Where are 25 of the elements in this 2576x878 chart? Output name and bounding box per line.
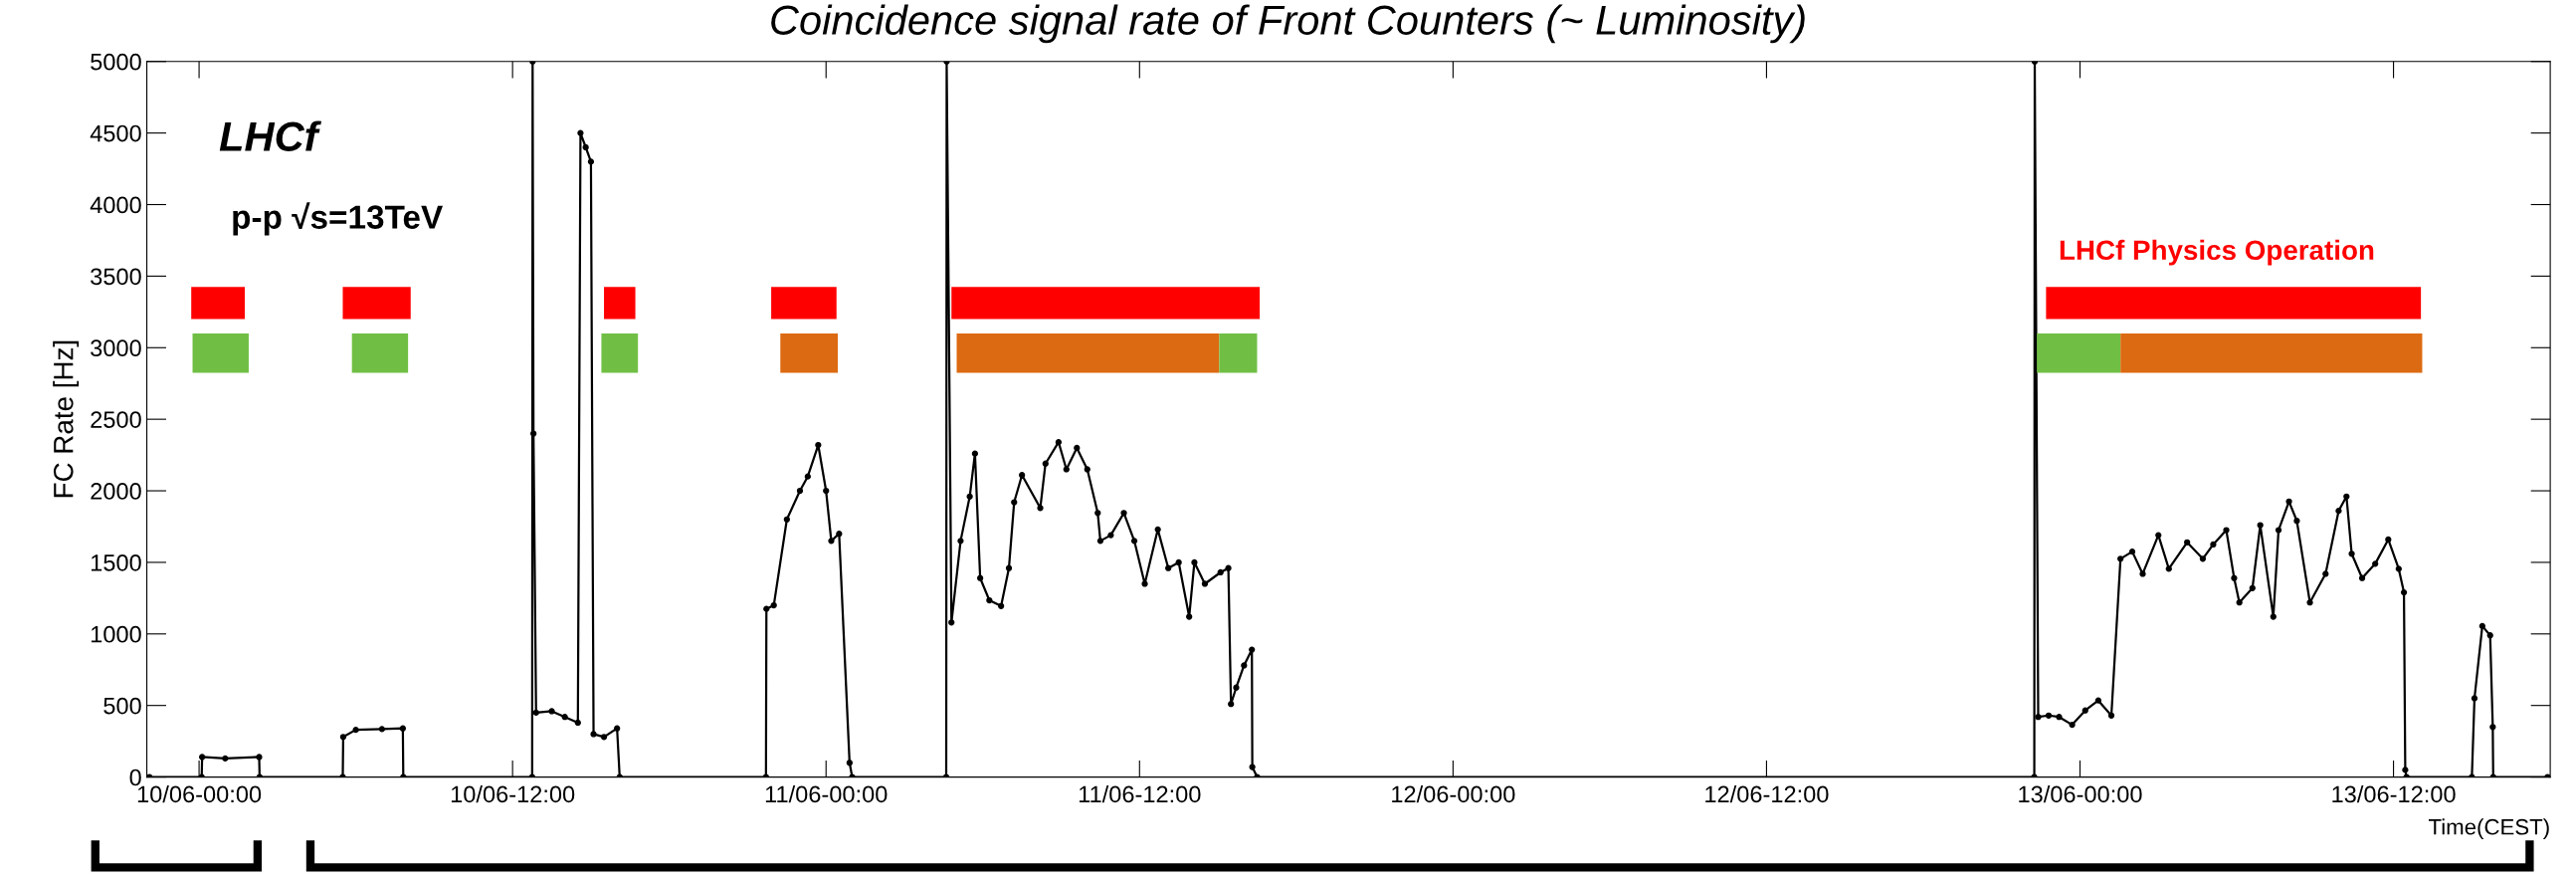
x-tick-label: 12/06-00:00: [1392, 784, 1515, 803]
y-tick-label: 1500: [91, 553, 141, 571]
y-tick-label: 500: [103, 697, 141, 715]
y-axis-title: FC Rate [Hz]: [53, 340, 80, 498]
x-tick-label: 10/06-00:00: [137, 784, 262, 803]
x-tick-label: 11/06-00:00: [765, 784, 888, 803]
y-tick-label: 4000: [90, 196, 141, 214]
y-tick-label: 3500: [91, 268, 141, 286]
annotation: LHCf: [219, 120, 322, 151]
x-tick-label: 13/06-12:00: [2332, 784, 2456, 803]
y-tick-label: 3000: [91, 339, 141, 357]
y-tick-label: 1000: [91, 625, 141, 643]
annotation: p-p √s=13TeV: [233, 202, 444, 236]
x-tick-label: 12/06-12:00: [1705, 784, 1829, 803]
y-tick-label: 0: [129, 768, 141, 786]
y-tick-label: 2500: [91, 411, 141, 428]
x-tick-label: 13/06-00:00: [2019, 784, 2142, 803]
y-tick-label: 2000: [91, 483, 141, 500]
y-tick-label: 5000: [91, 53, 141, 71]
y-tick-label: 4500: [90, 124, 141, 142]
band-label: LHCf Physics Operation: [2060, 239, 2374, 266]
x-tick-label: 11/06-12:00: [1079, 784, 1201, 803]
chart-title: Coincidence signal rate of Front Counters (~ Luminosity): [771, 4, 1805, 44]
x-axis-title: Time(CEST): [2429, 818, 2549, 839]
x-tick-label: 10/06-12:00: [451, 784, 575, 803]
